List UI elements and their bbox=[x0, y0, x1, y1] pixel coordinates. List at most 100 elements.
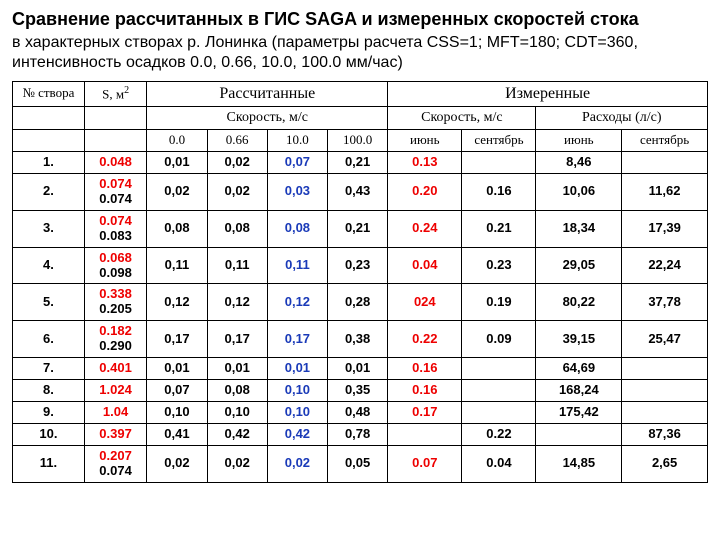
cell-calc: 0,11 bbox=[147, 247, 207, 284]
table-row: 8.1.0240,070,080,100,350.16168,24 bbox=[13, 380, 708, 402]
cell-meas-jun: 0.22 bbox=[388, 321, 462, 358]
cell-n: 11. bbox=[13, 445, 85, 482]
table-row: 10.0.3970,410,420,420,780.2287,36 bbox=[13, 424, 708, 446]
cell-calc: 0,02 bbox=[207, 151, 267, 173]
cell-flow-sep bbox=[622, 358, 708, 380]
cell-calc: 0,17 bbox=[207, 321, 267, 358]
cell-s: 1.024 bbox=[84, 380, 147, 402]
cell-calc: 0,11 bbox=[267, 247, 327, 284]
subtitle-line-1: в характерных створах р. Лонинка (параме… bbox=[12, 34, 638, 51]
cell-calc: 0,41 bbox=[147, 424, 207, 446]
table-row: 5.0.3380.2050,120,120,120,280240.1980,22… bbox=[13, 284, 708, 321]
hdr-group-calc: Рассчитанные bbox=[147, 81, 388, 106]
cell-calc: 0,12 bbox=[207, 284, 267, 321]
cell-calc: 0,02 bbox=[147, 173, 207, 210]
cell-calc: 0,01 bbox=[147, 358, 207, 380]
cell-meas-sep: 0.21 bbox=[462, 210, 536, 247]
cell-calc: 0,08 bbox=[267, 210, 327, 247]
cell-meas-sep bbox=[462, 402, 536, 424]
cell-flow-sep: 87,36 bbox=[622, 424, 708, 446]
hdr-c1: 0.66 bbox=[207, 129, 267, 151]
hdr-calc-speed: Скорость, м/с bbox=[147, 106, 388, 129]
hdr-meas-speed: Скорость, м/с bbox=[388, 106, 536, 129]
table-header: № створа S, м2 Рассчитанные Измеренные С… bbox=[13, 81, 708, 151]
cell-calc: 0,28 bbox=[328, 284, 388, 321]
cell-calc: 0,10 bbox=[147, 402, 207, 424]
cell-meas-jun: 0.07 bbox=[388, 445, 462, 482]
hdr-jun-flow: июнь bbox=[536, 129, 622, 151]
cell-calc: 0,01 bbox=[328, 358, 388, 380]
cell-calc: 0,07 bbox=[267, 151, 327, 173]
subtitle-line-2: интенсивность осадков 0.0, 0.66, 10.0, 1… bbox=[12, 54, 403, 71]
cell-s: 0.2070.074 bbox=[84, 445, 147, 482]
cell-flow-jun: 10,06 bbox=[536, 173, 622, 210]
cell-flow-jun: 168,24 bbox=[536, 380, 622, 402]
cell-calc: 0,21 bbox=[328, 151, 388, 173]
cell-calc: 0,42 bbox=[267, 424, 327, 446]
cell-calc: 0,05 bbox=[328, 445, 388, 482]
cell-s: 0.397 bbox=[84, 424, 147, 446]
cell-flow-jun: 175,42 bbox=[536, 402, 622, 424]
cell-n: 10. bbox=[13, 424, 85, 446]
cell-meas-jun: 0.04 bbox=[388, 247, 462, 284]
cell-meas-sep: 0.19 bbox=[462, 284, 536, 321]
cell-flow-sep bbox=[622, 380, 708, 402]
cell-calc: 0,12 bbox=[267, 284, 327, 321]
hdr-c3: 100.0 bbox=[328, 129, 388, 151]
table-row: 2.0.0740.0740,020,020,030,430.200.1610,0… bbox=[13, 173, 708, 210]
cell-s: 0.0740.074 bbox=[84, 173, 147, 210]
table-row: 7.0.4010,010,010,010,010.1664,69 bbox=[13, 358, 708, 380]
cell-n: 8. bbox=[13, 380, 85, 402]
cell-meas-sep: 0.16 bbox=[462, 173, 536, 210]
hdr-sep-flow: сентябрь bbox=[622, 129, 708, 151]
hdr-sep-speed: сентябрь bbox=[462, 129, 536, 151]
cell-meas-sep bbox=[462, 358, 536, 380]
table-row: 11.0.2070.0740,020,020,020,050.070.0414,… bbox=[13, 445, 708, 482]
table-row: 1.0.0480,010,020,070,210.138,46 bbox=[13, 151, 708, 173]
cell-n: 1. bbox=[13, 151, 85, 173]
cell-calc: 0,08 bbox=[207, 210, 267, 247]
table-row: 9.1.040,100,100,100,480.17175,42 bbox=[13, 402, 708, 424]
title-bold: Сравнение рассчитанных в ГИС SAGA и изме… bbox=[12, 9, 639, 29]
cell-meas-jun: 0.24 bbox=[388, 210, 462, 247]
cell-meas-jun: 0.16 bbox=[388, 380, 462, 402]
cell-calc: 0,35 bbox=[328, 380, 388, 402]
cell-n: 3. bbox=[13, 210, 85, 247]
cell-s: 0.3380.205 bbox=[84, 284, 147, 321]
hdr-blank bbox=[84, 106, 147, 129]
cell-meas-sep: 0.23 bbox=[462, 247, 536, 284]
cell-flow-jun: 29,05 bbox=[536, 247, 622, 284]
cell-flow-sep: 17,39 bbox=[622, 210, 708, 247]
cell-flow-jun: 18,34 bbox=[536, 210, 622, 247]
cell-calc: 0,48 bbox=[328, 402, 388, 424]
cell-calc: 0,17 bbox=[267, 321, 327, 358]
cell-n: 2. bbox=[13, 173, 85, 210]
cell-n: 5. bbox=[13, 284, 85, 321]
cell-calc: 0,21 bbox=[328, 210, 388, 247]
cell-calc: 0,38 bbox=[328, 321, 388, 358]
cell-meas-sep: 0.09 bbox=[462, 321, 536, 358]
cell-flow-jun: 14,85 bbox=[536, 445, 622, 482]
hdr-jun-speed: июнь bbox=[388, 129, 462, 151]
cell-flow-sep bbox=[622, 151, 708, 173]
comparison-table: № створа S, м2 Рассчитанные Измеренные С… bbox=[12, 81, 708, 483]
table-row: 3.0.0740.0830,080,080,080,210.240.2118,3… bbox=[13, 210, 708, 247]
cell-calc: 0,02 bbox=[267, 445, 327, 482]
cell-flow-jun bbox=[536, 424, 622, 446]
cell-meas-jun bbox=[388, 424, 462, 446]
cell-n: 9. bbox=[13, 402, 85, 424]
cell-flow-sep bbox=[622, 402, 708, 424]
cell-s: 0.0680.098 bbox=[84, 247, 147, 284]
cell-meas-jun: 0.13 bbox=[388, 151, 462, 173]
cell-flow-sep: 2,65 bbox=[622, 445, 708, 482]
cell-meas-jun: 0.16 bbox=[388, 358, 462, 380]
cell-calc: 0,08 bbox=[147, 210, 207, 247]
cell-flow-jun: 64,69 bbox=[536, 358, 622, 380]
cell-flow-sep: 22,24 bbox=[622, 247, 708, 284]
hdr-group-meas: Измеренные bbox=[388, 81, 708, 106]
cell-flow-jun: 80,22 bbox=[536, 284, 622, 321]
hdr-blank bbox=[13, 129, 85, 151]
cell-flow-jun: 8,46 bbox=[536, 151, 622, 173]
cell-meas-sep bbox=[462, 380, 536, 402]
cell-flow-sep: 11,62 bbox=[622, 173, 708, 210]
